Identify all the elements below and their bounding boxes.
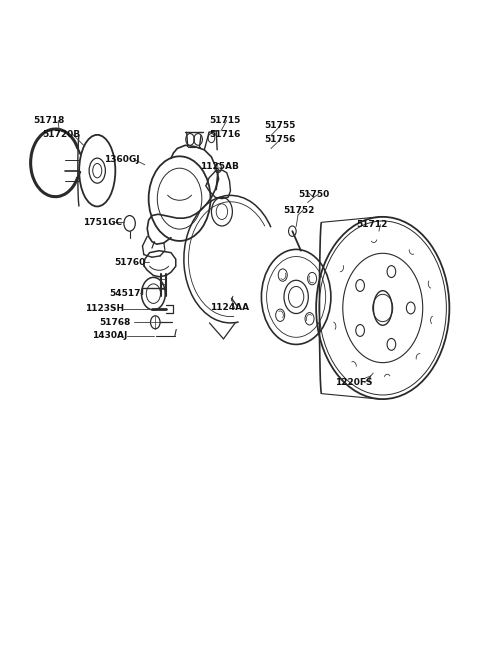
Text: 51712: 51712 [357, 220, 388, 229]
Text: 54517: 54517 [109, 288, 141, 297]
Text: 1360GJ: 1360GJ [104, 155, 140, 164]
Text: 1123SH: 1123SH [85, 304, 124, 313]
Text: 51760: 51760 [114, 258, 145, 267]
Text: 1125AB: 1125AB [200, 162, 239, 170]
Text: 1124AA: 1124AA [210, 303, 249, 312]
Text: 1220FS: 1220FS [335, 379, 372, 387]
Text: 51752: 51752 [283, 206, 314, 215]
Text: 51718: 51718 [33, 116, 64, 125]
Text: 1430AJ: 1430AJ [92, 331, 127, 341]
Text: 51716: 51716 [209, 130, 240, 139]
Text: 51755: 51755 [264, 121, 295, 130]
Text: 51715: 51715 [209, 116, 240, 125]
Text: 51768: 51768 [100, 318, 131, 327]
Text: 51720B: 51720B [43, 130, 81, 139]
Text: 51756: 51756 [264, 135, 295, 144]
Text: 1751GC: 1751GC [83, 217, 122, 227]
Text: 51750: 51750 [298, 189, 329, 198]
